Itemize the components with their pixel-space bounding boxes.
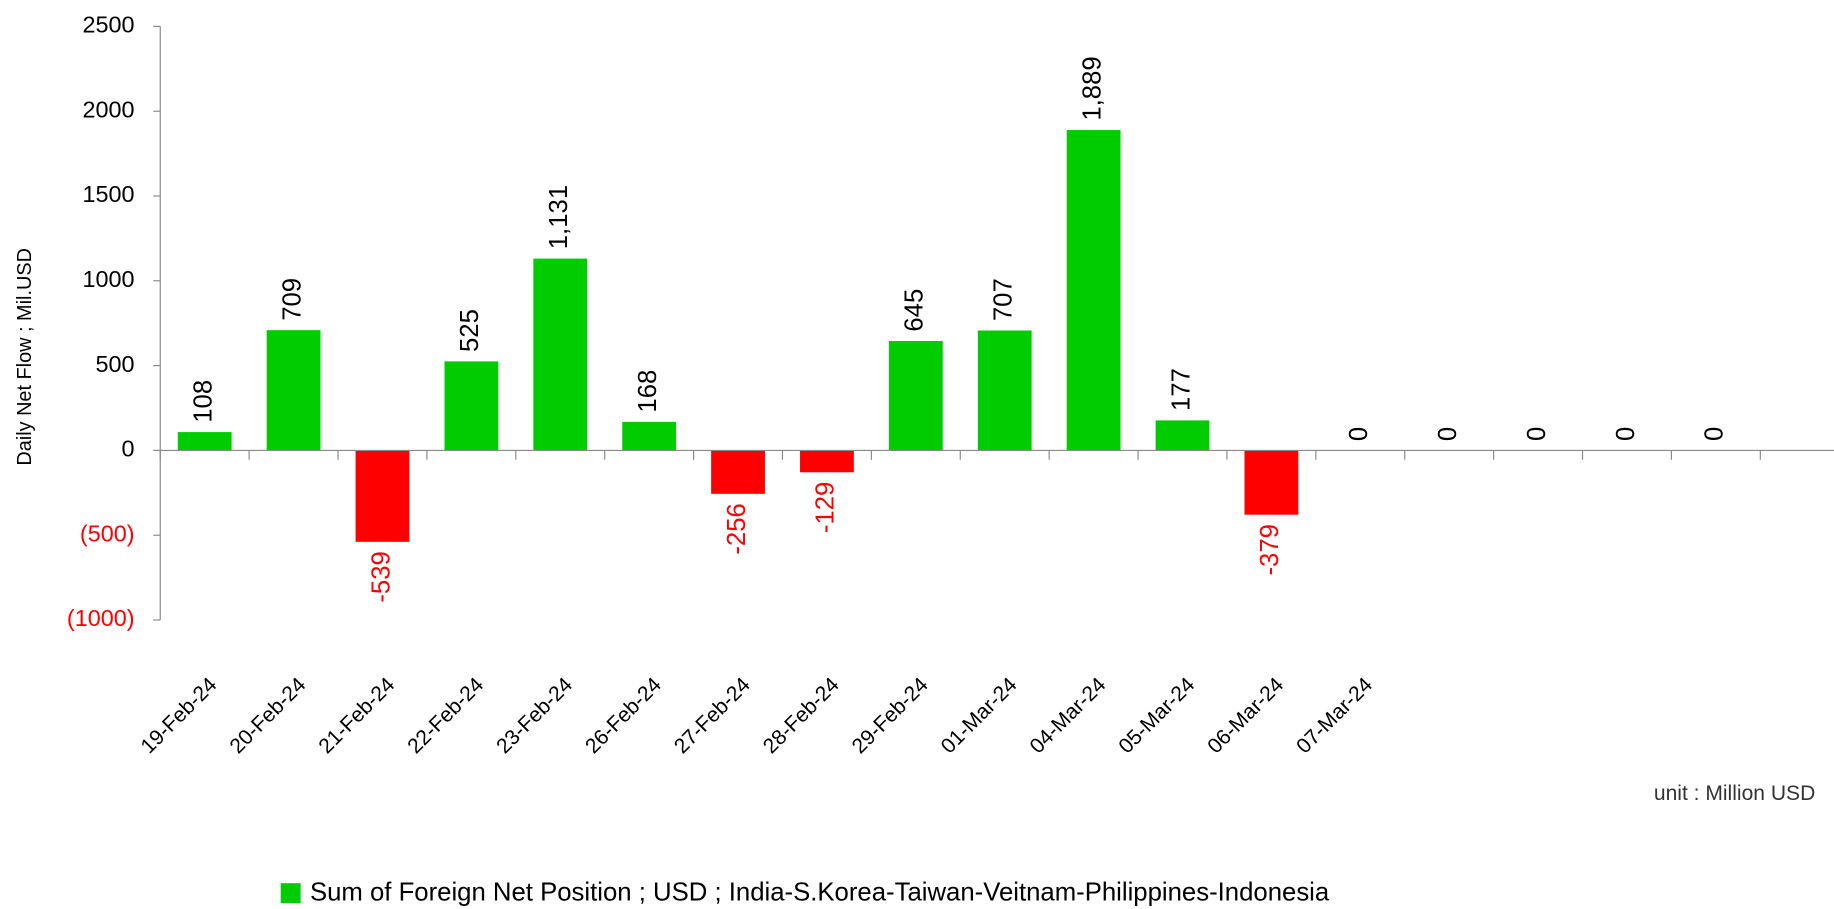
bar xyxy=(800,450,854,473)
y-tick-label: 1500 xyxy=(82,181,134,207)
data-label: 1,889 xyxy=(1078,56,1106,120)
bar xyxy=(977,330,1032,451)
data-label: 0 xyxy=(1434,427,1462,441)
data-label: 1,131 xyxy=(545,185,573,249)
y-tick-label: 1000 xyxy=(82,266,134,292)
data-label: 645 xyxy=(901,289,929,332)
x-tick-label: 22-Feb-24 xyxy=(403,673,488,758)
bar xyxy=(711,450,765,494)
bar xyxy=(355,450,410,542)
x-tick-label: 07-Mar-24 xyxy=(1292,673,1377,758)
data-label: 168 xyxy=(634,370,662,413)
x-tick-label: 06-Mar-24 xyxy=(1203,673,1288,758)
x-tick-label: 23-Feb-24 xyxy=(492,673,577,758)
x-tick-label: 28-Feb-24 xyxy=(759,673,844,758)
y-tick-label: (500) xyxy=(80,520,135,546)
data-label: 525 xyxy=(456,309,484,352)
y-tick-label: 0 xyxy=(121,436,134,462)
data-label: -379 xyxy=(1256,524,1284,575)
bar xyxy=(177,432,232,451)
data-label: 0 xyxy=(1701,427,1729,441)
legend-label: Sum of Foreign Net Position ; USD ; Indi… xyxy=(310,878,1330,906)
x-tick-label: 04-Mar-24 xyxy=(1026,673,1111,758)
x-tick-label: 26-Feb-24 xyxy=(581,673,666,758)
legend-swatch xyxy=(280,883,301,904)
data-label: 108 xyxy=(189,380,217,423)
x-tick-label: 19-Feb-24 xyxy=(137,673,222,758)
data-label: 177 xyxy=(1167,368,1195,411)
bar xyxy=(533,258,588,451)
bar xyxy=(1244,450,1299,515)
data-label: 707 xyxy=(990,278,1018,321)
x-tick-label: 20-Feb-24 xyxy=(225,673,310,758)
bar xyxy=(1066,130,1121,451)
x-tick-label: 27-Feb-24 xyxy=(670,673,755,758)
data-label: -256 xyxy=(723,503,751,554)
data-label: 0 xyxy=(1523,427,1551,441)
y-tick-label: 2500 xyxy=(82,12,134,38)
x-tick-label: 01-Mar-24 xyxy=(937,673,1022,758)
y-axis-label: Daily Net Flow ; Mil.USD xyxy=(14,248,36,466)
data-label: -539 xyxy=(367,551,395,602)
y-tick-label: 2000 xyxy=(82,96,134,122)
x-tick-label: 05-Mar-24 xyxy=(1114,673,1199,758)
data-label: 0 xyxy=(1345,427,1373,441)
x-tick-label: 21-Feb-24 xyxy=(314,673,399,758)
bar xyxy=(444,361,499,451)
bar xyxy=(622,421,677,451)
bar xyxy=(1155,420,1210,451)
data-label: 709 xyxy=(278,278,306,321)
y-tick-label: (1000) xyxy=(67,605,135,631)
data-label: -129 xyxy=(812,482,840,533)
bar xyxy=(888,341,943,451)
annotation: unit : Million USD xyxy=(1654,782,1815,805)
data-label: 0 xyxy=(1612,427,1640,441)
y-tick-label: 500 xyxy=(95,351,134,377)
bar xyxy=(266,330,321,451)
x-tick-label: 29-Feb-24 xyxy=(848,673,933,758)
